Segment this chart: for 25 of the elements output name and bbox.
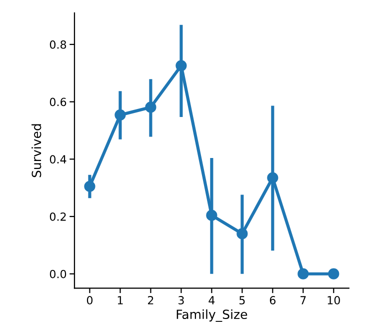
point — [298, 268, 309, 280]
x-axis-title: Family_Size — [176, 309, 248, 322]
y-tick-label: 0.6 — [50, 98, 66, 106]
x-tick-label: 2 — [148, 296, 154, 304]
point — [84, 180, 96, 192]
y-tick-label: 0.2 — [50, 212, 66, 221]
y-tick-label: 0.4 — [50, 155, 66, 164]
x-tick-label: 5 — [239, 296, 245, 304]
point — [236, 228, 248, 240]
x-tick-label: 3 — [178, 296, 184, 304]
x-tick-label: 1 — [118, 296, 123, 304]
x-tick-label: 0 — [86, 296, 93, 304]
x-tick-label: 7 — [300, 296, 306, 304]
y-axis-title: Survived — [32, 124, 42, 178]
x-tick-label: 10 — [328, 296, 340, 304]
y-tick-label: 0.0 — [50, 270, 66, 278]
x-tick-label: 4 — [208, 296, 215, 304]
point — [267, 172, 278, 184]
point — [206, 210, 218, 221]
point — [145, 102, 156, 113]
point — [114, 109, 126, 121]
point — [328, 268, 340, 280]
y-tick-label: 0.8 — [50, 40, 66, 49]
x-tick-label: 6 — [270, 296, 276, 304]
point — [176, 60, 187, 72]
